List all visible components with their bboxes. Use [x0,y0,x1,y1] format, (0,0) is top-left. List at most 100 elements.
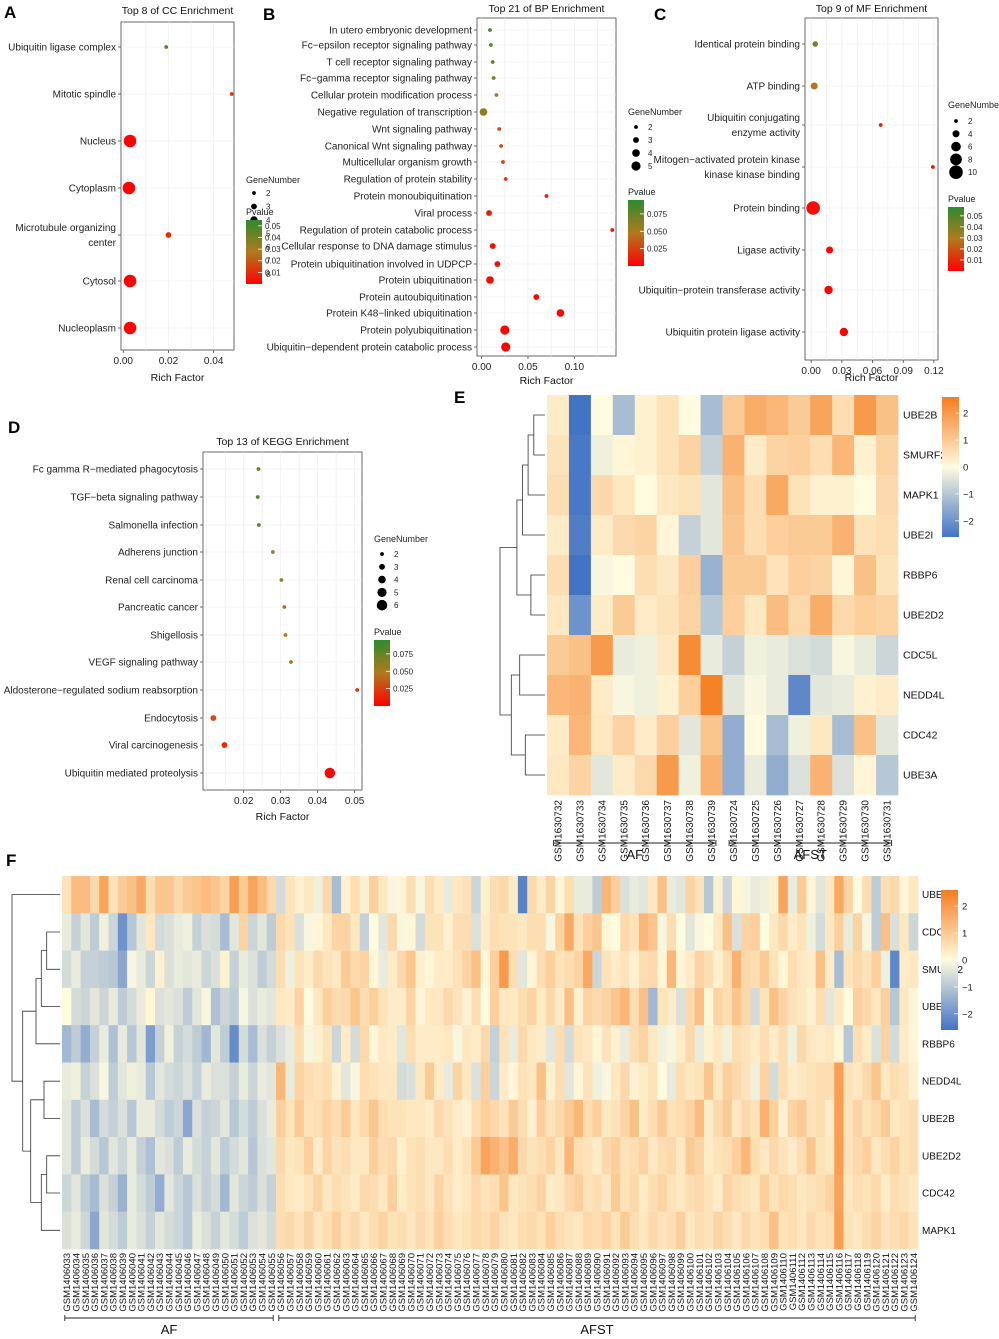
x-axis-label: Rich Factor [151,372,205,384]
heatmap-cell-nedd4l [210,1062,221,1101]
column-label: GSM1406067 [379,1253,390,1312]
size-legend-title: GeneNumber [628,107,682,117]
heatmap-cell-nedd4l [657,1062,668,1101]
column-label: GSM1406089 [583,1253,594,1312]
heatmap-cell-ube2b [108,1099,119,1138]
heatmap-cell-cdc5l [313,913,323,951]
heatmap-cell-ube2i [568,515,592,556]
heatmap-cell-nedd4l [424,1062,435,1101]
heatmap-cell-ube2d2 [592,1137,602,1175]
category-label-adherens-junction: Adherens junction [118,548,198,559]
category-label-vegf-signaling-pathway: VEGF signaling pathway [88,658,198,669]
heatmap-cell-rbbp6 [744,555,767,596]
heatmap-cell-mapk1 [610,1211,621,1250]
size-legend-label: 5 [394,588,399,597]
category-label-line: Multicellular organism growth [343,158,473,169]
size-legend-title: GeneNumber [246,175,300,185]
heatmap-cell-cdc42 [656,715,679,756]
heatmap-cell-mapk1 [173,1211,184,1250]
size-legend-label: 5 [648,162,653,171]
heatmap-cell-cdc42 [387,1174,398,1213]
heatmap-cell-rbbp6 [480,1025,491,1063]
column-label: GSM1406119 [862,1253,873,1311]
size-legend-label: 4 [968,130,973,139]
column-label: GSM1406106 [741,1253,752,1312]
heatmap-cell-ube3a [704,987,714,1026]
row-label-nedd4l: NEDD4L [922,1077,962,1088]
panel-letter: C [654,5,666,24]
heatmap-cell-ube3a [620,987,630,1026]
category-label-line: Fc−epsilon receptor signaling pathway [302,41,472,52]
heatmap-cell-cdc42 [704,1174,714,1213]
heatmap-cell-ube2d2 [117,1137,128,1175]
heatmap-cell-smurf2 [564,950,575,989]
row-label-rbbp6: RBBP6 [903,570,938,582]
size-legend-label: 4 [394,576,399,585]
heatmap-cell-ube3a [750,987,761,1026]
heatmap-cell-nedd4l [229,1062,240,1101]
heatmap-cell-ube2b [257,1099,268,1138]
heatmap-cell-ube3a [657,987,668,1026]
heatmap-cell-ube2d2 [731,1137,742,1175]
heatmap-cell-rbbp6 [266,1025,277,1063]
heatmap-cell-ube2d2 [434,1137,444,1175]
heatmap-cell-rbbp6 [590,555,614,596]
category-label-fc-epsilon-receptor-signaling-pathway: Fc−epsilon receptor signaling pathway [302,41,472,52]
category-label-line: enzyme activity [732,128,800,139]
point-in-utero-embryonic-development [488,28,492,32]
heatmap-cell-ube2d2 [759,1137,770,1175]
heatmap-cell-smurf2 [676,950,686,989]
heatmap-cell-ube2d2 [220,1137,230,1175]
heatmap-cell-smurf2 [406,950,416,989]
heatmap-cell-ube2b [443,1099,454,1138]
heatmap-cell-mapk1 [276,1211,286,1250]
heatmap-cell-ube2d2 [634,595,658,636]
heatmap-cell-cdc5l [704,913,714,951]
column-label: GSM1406077 [472,1253,483,1312]
column-label: GSM1630732 [553,800,564,862]
heatmap-cell-smurf2 [657,950,668,989]
column-label: GSM1406057 [285,1253,296,1312]
heatmap-cell-cdc42 [248,1174,258,1213]
heatmap-cell-rbbp6 [220,1025,230,1063]
heatmap-cell-ube2i [590,515,614,556]
category-label-line: Cellular response to DNA damage stimulus [281,242,472,253]
heatmap-cell-cdc5l [731,913,742,951]
heatmap-cell-smurf2 [834,950,844,989]
heatmap-cell-ube2d2 [527,1137,537,1175]
column-label: GSM1406080 [499,1253,510,1312]
column-label: GSM1406105 [732,1253,743,1312]
category-label-line: Protein binding [733,204,800,215]
heatmap-cell-ube3a [700,755,723,796]
heatmap-cell-mapk1 [415,1211,426,1250]
heatmap-cell-cdc5l [62,913,72,951]
heatmap-cell-ube2b [666,1099,677,1138]
column-label: GSM1630724 [729,800,740,862]
heatmap-cell-mapk1 [880,1211,891,1250]
heatmap-cell-cdc5l [629,913,640,951]
heatmap-cell-nedd4l [173,1062,184,1101]
heatmap-cell-cdc42 [700,715,723,756]
heatmap-cell-cdc5l [322,913,333,951]
panel-c-mf-enrichment: C Top 9 of MF Enrichment Identical protein… [639,3,999,384]
heatmap-cell-ube2d2 [700,595,723,636]
heatmap-cell-ube2i [704,876,714,914]
heatmap-cell-cdc42 [834,1174,844,1213]
heatmap-cell-ube2i [722,876,733,914]
column-label: GSM1406052 [239,1253,250,1312]
heatmap-cell-cdc42 [788,715,811,756]
color-legend-label: 0.02 [967,245,983,254]
column-label: GSM1406093 [620,1253,631,1312]
heatmap-cell-cdc42 [744,715,767,756]
heatmap-cell-rbbp6 [568,555,592,596]
heatmap-cell-ube2i [248,876,258,914]
column-label: GSM1406094 [630,1253,641,1312]
heatmap-cell-ube2d2 [890,1137,900,1175]
point-shigellosis [283,633,288,637]
heatmap-cell-nedd4l [257,1062,268,1101]
heatmap-cell-ube2b [634,395,658,436]
heatmap-cell-rbbp6 [80,1025,91,1063]
heatmap-cell-mapk1 [741,1211,751,1250]
column-label: GSM1630734 [597,800,608,862]
heatmap-cell-cdc5l [547,635,570,676]
